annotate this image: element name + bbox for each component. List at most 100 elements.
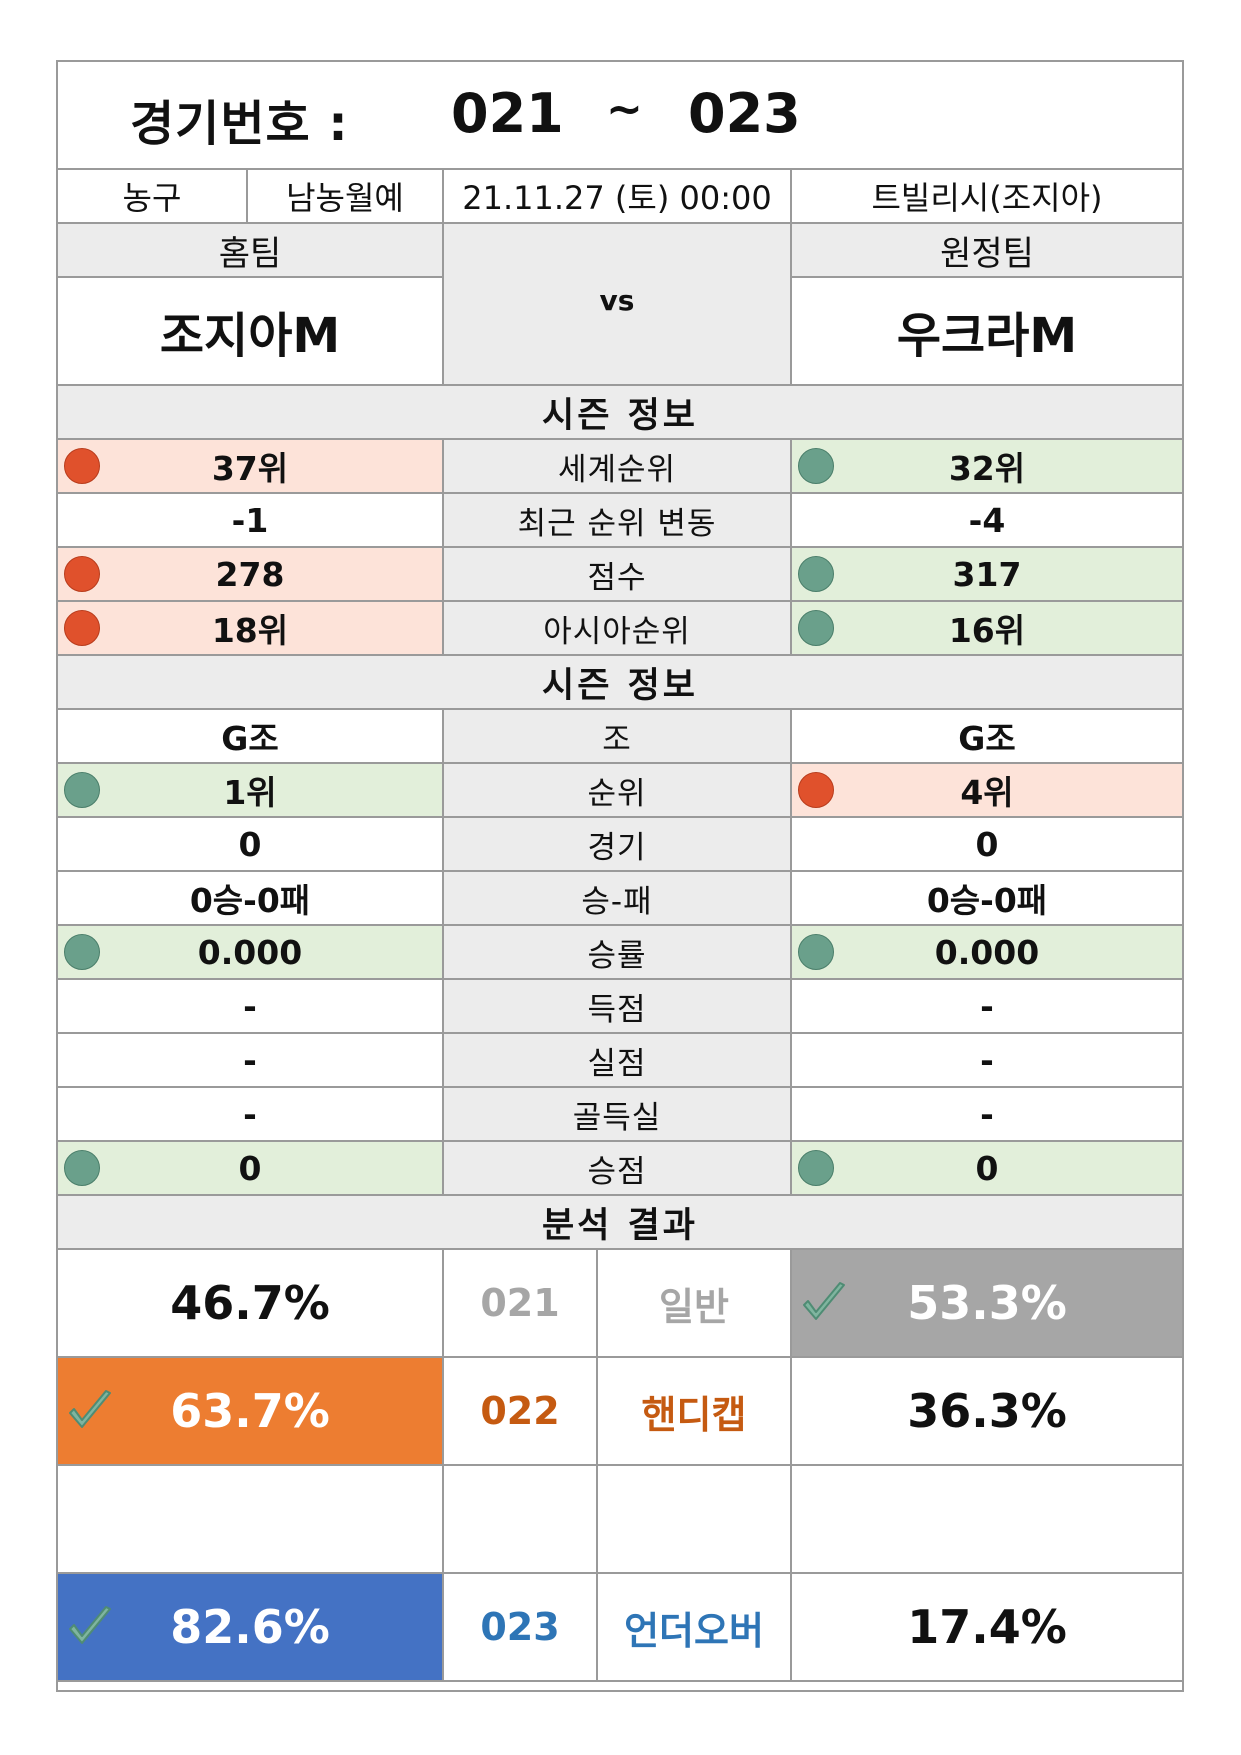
analysis-away-pct-text: 17.4%	[907, 1600, 1067, 1654]
datetime-cell: 21.11.27 (토) 00:00	[444, 170, 792, 224]
group-away-value-text: G조	[958, 719, 1016, 758]
group-stat-label: 승-패	[444, 872, 792, 926]
group-stat-label: 순위	[444, 764, 792, 818]
analysis-type-text: 일반	[659, 1284, 729, 1329]
analysis-code: 022	[444, 1358, 598, 1466]
group-info-header: 시즌 정보	[58, 656, 1182, 710]
group-home-value-text: -	[243, 1094, 257, 1134]
red-circle-icon	[64, 448, 100, 484]
sport-cell-text: 농구	[122, 179, 182, 217]
season-home-value: -1	[58, 494, 444, 548]
datetime-cell-text: 21.11.27 (토) 00:00	[462, 179, 772, 217]
season-away-value-text: 317	[952, 554, 1022, 594]
home-team-name-text: 조지아M	[159, 308, 341, 364]
home-label-cell: 홈팀	[58, 224, 444, 278]
group-away-value: 0.000	[792, 926, 1182, 980]
group-stat-label-text: 순위	[587, 775, 647, 812]
red-circle-icon	[64, 610, 100, 646]
analysis-header: 분석 결과	[58, 1196, 1182, 1250]
match-number-tilde: ~	[606, 84, 643, 135]
season-stat-label: 최근 순위 변동	[444, 494, 792, 548]
group-away-value-text: 0	[975, 1148, 999, 1188]
season-home-value-text: -1	[231, 500, 269, 540]
group-stat-label: 승점	[444, 1142, 792, 1196]
group-home-value: 0승-0패	[58, 872, 444, 926]
analysis-away-pct: 53.3%	[792, 1250, 1182, 1358]
group-away-value-text: -	[980, 986, 994, 1026]
group-stat-label-text: 실점	[587, 1045, 647, 1082]
group-home-value: 0	[58, 818, 444, 872]
group-away-value: -	[792, 1088, 1182, 1142]
analysis-home-pct-text: 63.7%	[170, 1384, 330, 1438]
season-home-value: 18위	[58, 602, 444, 656]
match-number-to: 023	[688, 82, 801, 145]
analysis-code-text: 022	[480, 1389, 560, 1433]
season-home-value: 37위	[58, 440, 444, 494]
analysis-home-pct: 63.7%	[58, 1358, 444, 1466]
red-circle-icon	[798, 772, 834, 808]
season-stat-label: 세계순위	[444, 440, 792, 494]
green-circle-icon	[798, 448, 834, 484]
analysis-code-text: 023	[480, 1605, 560, 1649]
group-stat-label-text: 승-패	[581, 883, 653, 920]
season-home-value-text: 37위	[211, 449, 289, 488]
group-home-value-text: 0.000	[197, 932, 303, 972]
group-stat-label-text: 골득실	[572, 1099, 662, 1136]
season-stat-label-text: 최근 순위 변동	[517, 505, 717, 542]
season-away-value: -4	[792, 494, 1182, 548]
group-home-value-text: -	[243, 986, 257, 1026]
group-stat-label: 골득실	[444, 1088, 792, 1142]
group-home-value-text: 1위	[223, 773, 277, 812]
venue-cell-text: 트빌리시(조지아)	[871, 179, 1103, 217]
analysis-type: 핸디캡	[598, 1358, 792, 1466]
group-stat-label-text: 승률	[587, 937, 647, 974]
match-analysis-sheet: 경기번호 : 021 ~ 023 농구 남농월예 21.11.27 (토) 00:0…	[56, 60, 1184, 1692]
analysis-header-text: 분석 결과	[542, 1205, 698, 1246]
season-stat-label-text: 아시아순위	[543, 613, 691, 650]
season-stat-label: 점수	[444, 548, 792, 602]
season-info-header: 시즌 정보	[58, 386, 1182, 440]
group-away-value-text: -	[980, 1040, 994, 1080]
season-home-value-text: 18위	[211, 611, 289, 650]
group-home-value-text: 0승-0패	[189, 881, 311, 920]
group-home-value: -	[58, 1088, 444, 1142]
analysis-away-pct-text: 53.3%	[907, 1276, 1067, 1330]
season-away-value-text: 16위	[948, 611, 1026, 650]
league-cell: 남농월예	[248, 170, 444, 224]
group-away-value: -	[792, 1034, 1182, 1088]
group-home-value: G조	[58, 710, 444, 764]
group-stat-label: 득점	[444, 980, 792, 1034]
away-label-cell-text: 원정팀	[940, 233, 1034, 274]
group-away-value-text: 0.000	[934, 932, 1040, 972]
group-stat-label: 승률	[444, 926, 792, 980]
green-circle-icon	[798, 556, 834, 592]
season-away-value: 16위	[792, 602, 1182, 656]
analysis-away-pct	[792, 1466, 1182, 1574]
analysis-away-pct: 17.4%	[792, 1574, 1182, 1682]
group-away-value: 0	[792, 818, 1182, 872]
away-team-name: 우크라M	[792, 278, 1182, 386]
match-number-label: 경기번호 :	[130, 96, 349, 152]
league-cell-text: 남농월예	[286, 179, 404, 217]
group-home-value-text: 0	[238, 1148, 262, 1188]
season-stat-label: 아시아순위	[444, 602, 792, 656]
season-away-value: 32위	[792, 440, 1182, 494]
group-away-value-text: 0승-0패	[926, 881, 1048, 920]
group-info-header-text: 시즌 정보	[542, 665, 698, 706]
group-away-value-text: -	[980, 1094, 994, 1134]
red-circle-icon	[64, 556, 100, 592]
check-icon	[69, 1606, 111, 1644]
group-away-value-text: 0	[975, 824, 999, 864]
match-number-from: 021	[451, 82, 564, 145]
analysis-home-pct-text: 46.7%	[170, 1276, 330, 1330]
group-stat-label-text: 승점	[587, 1153, 647, 1190]
venue-cell: 트빌리시(조지아)	[792, 170, 1182, 224]
group-stat-label: 경기	[444, 818, 792, 872]
group-home-value: -	[58, 980, 444, 1034]
group-away-value: 0	[792, 1142, 1182, 1196]
group-stat-label-text: 득점	[587, 991, 647, 1028]
green-circle-icon	[798, 1150, 834, 1186]
group-away-value: -	[792, 980, 1182, 1034]
analysis-away-pct: 36.3%	[792, 1358, 1182, 1466]
analysis-home-pct: 82.6%	[58, 1574, 444, 1682]
